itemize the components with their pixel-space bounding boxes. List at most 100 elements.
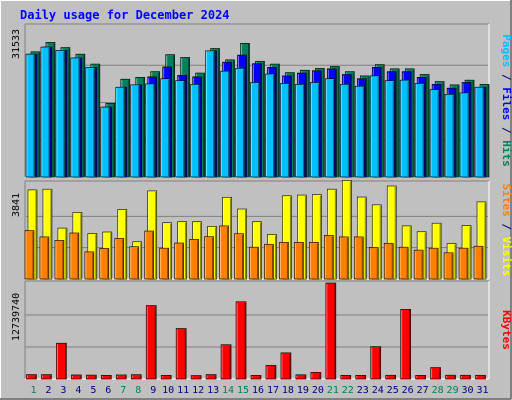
bar-sites-day-11 [174, 242, 184, 280]
bar-body [26, 374, 37, 380]
day-label: 31 [476, 385, 488, 396]
legend-sites_visits: Sites / Visits [500, 184, 512, 277]
bar-sites-day-8 [129, 246, 140, 280]
bar-sites-day-7 [114, 238, 125, 280]
bar-sites-day-21 [324, 235, 334, 280]
bar-body [220, 70, 230, 178]
bar-body [101, 375, 112, 380]
bar-body [56, 342, 67, 380]
bar-body [354, 85, 365, 178]
bar-body [294, 241, 304, 280]
bar-body [368, 247, 379, 280]
bar-body [115, 374, 127, 380]
bar-body [473, 245, 484, 280]
bar-body [399, 79, 410, 178]
bar-sites-day-2 [39, 236, 50, 280]
bars-kbytes [26, 282, 486, 380]
day-label: 4 [75, 385, 81, 396]
bar-sites-day-15 [234, 233, 244, 280]
bars-hits_files_pages [25, 42, 490, 178]
bar-pages-day-4 [70, 57, 81, 178]
bar-body [99, 248, 110, 280]
bar-kbytes-day-18 [280, 352, 292, 380]
bar-kbytes-day-19 [295, 374, 307, 380]
day-label: 21 [327, 385, 339, 396]
day-label: 29 [447, 385, 459, 396]
bar-body [458, 247, 469, 280]
bar-body [459, 92, 470, 178]
bar-kbytes-day-31 [475, 374, 486, 380]
bar-pages-day-29 [444, 94, 455, 178]
bar-pages-day-24 [369, 75, 380, 178]
bar-body [234, 233, 244, 280]
day-label: 16 [252, 385, 264, 396]
bar-body [355, 375, 367, 380]
bar-body [474, 86, 485, 178]
bar-kbytes-day-4 [71, 374, 82, 380]
bar-body [84, 251, 95, 280]
bar-kbytes-day-17 [265, 364, 277, 380]
bar-sites-day-27 [413, 249, 424, 280]
bar-sites-day-26 [398, 246, 409, 280]
bars-sites_visits [24, 180, 487, 280]
day-label: 25 [387, 385, 399, 396]
bar-body [235, 68, 245, 178]
bar-body [295, 84, 305, 178]
bar-body [310, 82, 320, 178]
legend-entry: Pages [500, 34, 512, 67]
bar-body [324, 235, 334, 280]
bar-body [40, 46, 51, 178]
bar-kbytes-day-21 [325, 282, 337, 380]
bar-sites-day-20 [309, 241, 319, 280]
bar-pages-day-19 [295, 84, 305, 178]
bar-sites-day-9 [144, 230, 155, 280]
bar-body [159, 247, 169, 280]
legend-entry: Hits [500, 140, 512, 167]
bar-sites-day-28 [428, 247, 439, 280]
day-label: 18 [282, 385, 294, 396]
bar-body [189, 239, 199, 280]
bar-sites-day-3 [54, 240, 65, 280]
bar-sites-day-1 [24, 230, 35, 280]
bar-body [340, 84, 350, 178]
bar-kbytes-day-20 [310, 372, 322, 380]
day-label: 5 [90, 385, 96, 396]
bar-pages-day-6 [100, 106, 111, 178]
bar-pages-day-22 [340, 84, 350, 178]
day-label: 14 [222, 385, 234, 396]
bar-body [370, 346, 382, 380]
bar-pages-day-21 [325, 78, 335, 178]
bar-pages-day-27 [414, 83, 425, 178]
bar-body [190, 84, 200, 178]
bar-pages-day-18 [280, 83, 290, 178]
bar-body [250, 82, 260, 178]
bar-body [398, 246, 409, 280]
day-label: 9 [150, 385, 156, 396]
bar-body [130, 374, 142, 380]
bar-pages-day-10 [160, 78, 170, 178]
bar-kbytes-day-3 [56, 342, 67, 380]
y-max-tick-label: 31533 [11, 29, 22, 59]
day-label: 15 [237, 385, 249, 396]
bar-body [339, 236, 349, 280]
y-max-tick-label: 3841 [11, 193, 22, 217]
bar-sites-day-29 [443, 252, 454, 280]
y-max-tick-label: 12739740 [11, 293, 22, 341]
day-label: 26 [402, 385, 414, 396]
bar-pages-day-1 [25, 53, 36, 178]
day-label: 2 [45, 385, 51, 396]
bar-body [428, 247, 439, 280]
bar-body [160, 78, 170, 178]
bar-pages-day-17 [265, 73, 275, 178]
bar-sites-day-6 [99, 248, 110, 280]
legend-entry: Visits [500, 237, 512, 277]
bar-pages-day-30 [459, 92, 470, 178]
bar-body [310, 372, 322, 380]
bar-body [443, 252, 454, 280]
bar-body [175, 328, 187, 380]
bar-body [115, 86, 126, 178]
bar-sites-day-23 [353, 236, 364, 280]
series-sites [24, 225, 484, 280]
bar-body [190, 375, 202, 380]
